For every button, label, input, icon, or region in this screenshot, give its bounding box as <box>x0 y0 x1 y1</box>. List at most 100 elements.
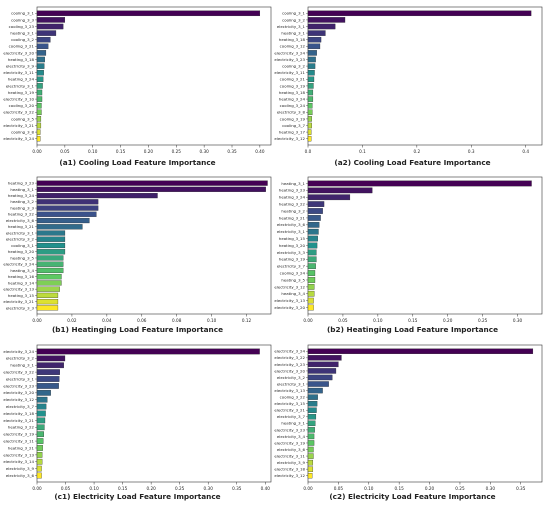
x-tick-label-c1-2: 0.10 <box>89 486 99 491</box>
category-label-a1-2: cooling_3_23 <box>9 24 35 29</box>
x-tick-label-c1-1: 0.05 <box>61 486 71 491</box>
category-label-b2-0: heating_3_1 <box>281 181 305 186</box>
bar-a1-2 <box>36 23 64 30</box>
category-label-a1-1: cooling_3_3 <box>11 17 34 22</box>
category-label-a1-5: cooling_3_21 <box>9 44 35 49</box>
bar-a2-8 <box>307 63 316 69</box>
bar-c1-1 <box>36 355 66 362</box>
category-label-b2-4: heating_3_2 <box>281 208 305 213</box>
category-label-a2-7: electricity_3_23 <box>274 57 305 62</box>
bar-a1-15 <box>36 109 42 116</box>
bar-a2-1 <box>307 17 346 23</box>
category-label-b1-16: heating_3_14 <box>8 280 35 285</box>
category-label-c1-9: electricity_3_18 <box>3 411 34 416</box>
bar-b1-14 <box>36 267 64 274</box>
category-label-a2-3: heating_3_1 <box>281 31 305 36</box>
category-label-b1-17: electricity_3_13 <box>3 287 34 292</box>
bar-c2-14 <box>307 440 315 446</box>
x-tick-label-a2-3: 0.3 <box>468 149 475 154</box>
bar-b2-10 <box>307 249 317 256</box>
bar-a2-15 <box>307 109 313 116</box>
category-label-b1-20: electricity_3_3 <box>6 305 35 310</box>
category-label-a2-1: cooling_3_2 <box>282 17 305 22</box>
x-tick-label-b2-6: 0.30 <box>513 318 523 323</box>
bar-b1-9 <box>36 236 66 242</box>
bar-c1-6 <box>36 389 51 396</box>
category-label-a2-18: heating_3_17 <box>279 130 306 135</box>
x-tick-label-a1-0: 0.00 <box>32 149 42 154</box>
category-label-a2-12: heating_3_18 <box>279 90 306 95</box>
category-label-b1-0: heating_3_23 <box>8 181 35 186</box>
category-label-a2-5: cooling_3_12 <box>280 44 306 49</box>
category-label-a1-9: electricity_3_11 <box>3 70 34 75</box>
bar-a2-12 <box>307 89 314 96</box>
bar-a2-17 <box>307 122 312 129</box>
bar-a1-8 <box>36 63 45 69</box>
category-label-c1-13: electricity_3_11 <box>3 438 34 443</box>
bar-c1-11 <box>36 424 45 431</box>
category-label-a2-16: cooling_3_19 <box>280 116 306 121</box>
category-label-a2-11: cooling_3_19 <box>280 83 306 88</box>
category-label-b2-2: heating_3_24 <box>279 195 306 200</box>
bar-c1-13 <box>36 438 44 444</box>
category-label-a2-15: electricity_3_8 <box>277 110 306 115</box>
category-label-c1-15: electricity_3_13 <box>3 452 34 457</box>
category-label-a2-2: electricity_3_1 <box>277 24 306 29</box>
x-tick-label-c2-2: 0.10 <box>364 486 374 491</box>
chart-title-a2: (a2) Cooling Load Feature Importance <box>334 158 491 167</box>
category-label-a1-8: electricity_3_9 <box>6 64 35 69</box>
bar-a2-0 <box>307 10 532 17</box>
category-label-b1-1: heating_3_1 <box>10 187 34 192</box>
x-tick-label-c1-3: 0.15 <box>118 486 128 491</box>
bar-c2-0 <box>307 348 534 354</box>
bar-c1-8 <box>36 403 47 410</box>
category-label-c1-1: electricity_3_2 <box>6 356 35 361</box>
x-tick-label-a1-2: 0.10 <box>88 149 98 154</box>
category-label-a1-18: cooling_3_8 <box>11 130 34 135</box>
bar-b1-18 <box>36 292 59 298</box>
x-tick-label-a1-1: 0.05 <box>60 149 70 154</box>
category-label-c2-5: electricity_3_1 <box>277 381 306 386</box>
bar-a1-4 <box>36 36 51 43</box>
bar-a2-10 <box>307 76 315 83</box>
bar-a2-14 <box>307 102 313 109</box>
bar-c1-0 <box>36 348 260 355</box>
x-tick-label-b2-2: 0.10 <box>373 318 383 323</box>
category-label-c2-14: electricity_3_19 <box>274 440 305 445</box>
bar-a1-3 <box>36 30 57 36</box>
bar-b1-7 <box>36 224 83 230</box>
category-label-b1-9: electricity_3_2 <box>6 237 35 242</box>
x-tick-label-c2-0: 0.00 <box>303 486 313 491</box>
x-tick-label-b2-1: 0.05 <box>338 318 348 323</box>
bar-b2-7 <box>307 228 319 235</box>
bar-c1-7 <box>36 396 48 403</box>
chart-title-b1: (b1) Heatinging Load Feature Importance <box>51 325 224 334</box>
category-label-b2-3: heating_3_22 <box>279 202 306 207</box>
chart-title-c1: (c1) Electricity Load Feature Importance <box>54 492 221 501</box>
bar-c1-9 <box>36 410 46 417</box>
x-tick-label-b1-5: 0.10 <box>207 318 217 323</box>
x-tick-label-a1-7: 0.35 <box>227 149 237 154</box>
bar-c2-19 <box>307 473 313 479</box>
bar-a1-11 <box>36 83 43 89</box>
chart-title-a1: (a1) Cooling Load Feature Importance <box>59 158 216 167</box>
bar-a1-5 <box>36 43 49 50</box>
category-label-a2-0: cooling_3_1 <box>282 11 305 16</box>
bar-b1-13 <box>36 261 64 267</box>
category-label-a1-6: electricity_3_20 <box>3 50 34 55</box>
category-label-b2-13: cooling_3_24 <box>280 270 306 275</box>
category-label-c2-10: electricity_3_7 <box>277 414 306 419</box>
category-label-a1-3: heating_3_1 <box>10 31 34 36</box>
category-label-c1-7: electricity_3_12 <box>3 397 34 402</box>
x-tick-label-a1-4: 0.20 <box>144 149 154 154</box>
category-label-b2-5: heating_3_21 <box>279 215 306 220</box>
category-label-b2-7: electricity_3_1 <box>277 229 306 234</box>
bar-b1-8 <box>36 230 66 236</box>
category-label-c2-17: electricity_3_9 <box>277 460 306 465</box>
category-label-c2-15: electricity_3_6 <box>277 447 306 452</box>
category-label-b1-14: heating_3_4 <box>10 268 34 273</box>
category-label-b1-18: heating_3_15 <box>8 293 35 298</box>
category-label-c1-10: electricity_3_21 <box>3 418 34 423</box>
category-label-a2-9: electricity_3_11 <box>274 70 305 75</box>
